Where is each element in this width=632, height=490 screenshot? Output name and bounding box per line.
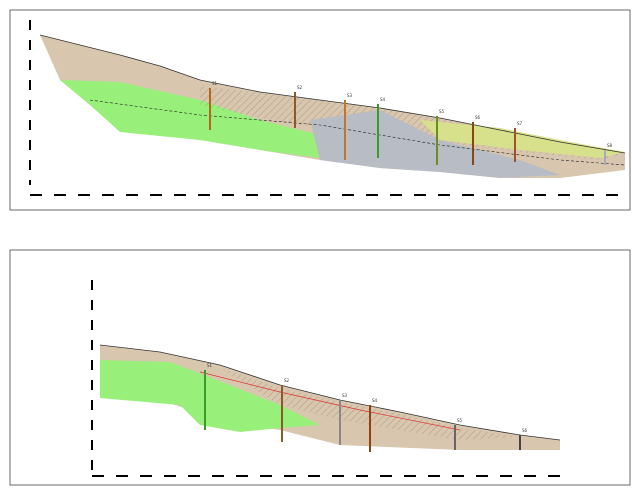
borehole-label: S6	[475, 115, 481, 120]
borehole-label: S6	[522, 428, 528, 433]
borehole-label: S2	[297, 85, 303, 90]
section-drawing: S1 S2 S3 S4 S5 S6 S7 S8 S1 S2 S3 S4 S5 S6	[0, 0, 632, 490]
borehole-label: S1	[207, 363, 213, 368]
borehole-label: S1	[212, 81, 218, 86]
borehole-label: S3	[347, 93, 353, 98]
borehole-label: S8	[607, 143, 613, 148]
borehole-label: S5	[457, 418, 463, 423]
borehole-label: S2	[284, 378, 290, 383]
borehole-label: S4	[380, 97, 386, 102]
borehole-label: S5	[439, 109, 445, 114]
borehole-label: S3	[342, 393, 348, 398]
borehole-label: S4	[372, 398, 378, 403]
borehole-label: S7	[517, 121, 523, 126]
